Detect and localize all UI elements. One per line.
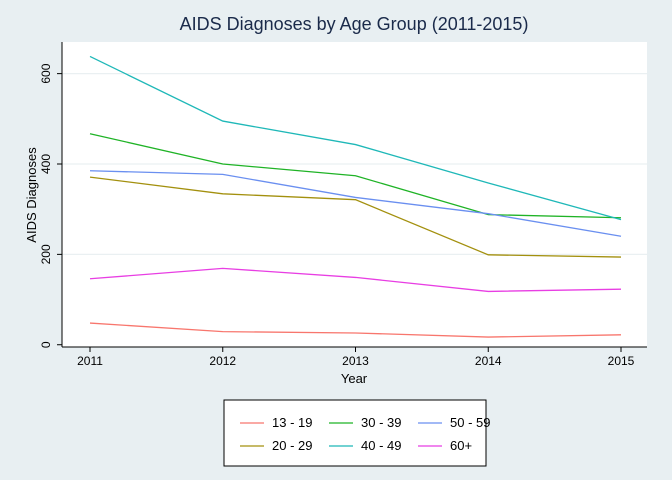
legend-label: 13 - 19: [272, 415, 312, 430]
axis-ticks: 0 200 400 600 2011 2012 2013 2014 2015: [39, 63, 635, 368]
legend-label: 50 - 59: [450, 415, 490, 430]
legend: 13 - 19 20 - 29 30 - 39 40 - 49 50 - 59 60+: [240, 415, 490, 453]
y-tick-label: 0: [39, 341, 53, 348]
y-tick-label: 200: [39, 244, 53, 264]
legend-label: 40 - 49: [361, 438, 401, 453]
x-tick-label: 2015: [608, 354, 635, 368]
plot-area: [62, 42, 647, 347]
chart-title: AIDS Diagnoses by Age Group (2011-2015): [180, 14, 529, 34]
y-axis-title: AIDS Diagnoses: [24, 147, 39, 243]
x-tick-label: 2014: [475, 354, 502, 368]
x-tick-label: 2012: [209, 354, 236, 368]
x-tick-label: 2011: [77, 354, 103, 368]
grid-lines: [62, 73, 647, 255]
legend-label: 60+: [450, 438, 472, 453]
y-tick-label: 600: [39, 63, 53, 83]
series-line-0: [89, 322, 622, 338]
series-line-2: [89, 133, 622, 219]
series-line-3: [89, 55, 622, 221]
x-tick-label: 2013: [342, 354, 369, 368]
series-lines: [89, 55, 622, 338]
series-line-1: [89, 176, 622, 258]
series-line-5: [89, 267, 622, 293]
legend-box: [223, 399, 487, 467]
y-tick-label: 400: [39, 154, 53, 174]
legend-label: 30 - 39: [361, 415, 401, 430]
legend-label: 20 - 29: [272, 438, 312, 453]
x-axis-title: Year: [341, 371, 368, 386]
series-line-4: [89, 170, 622, 237]
